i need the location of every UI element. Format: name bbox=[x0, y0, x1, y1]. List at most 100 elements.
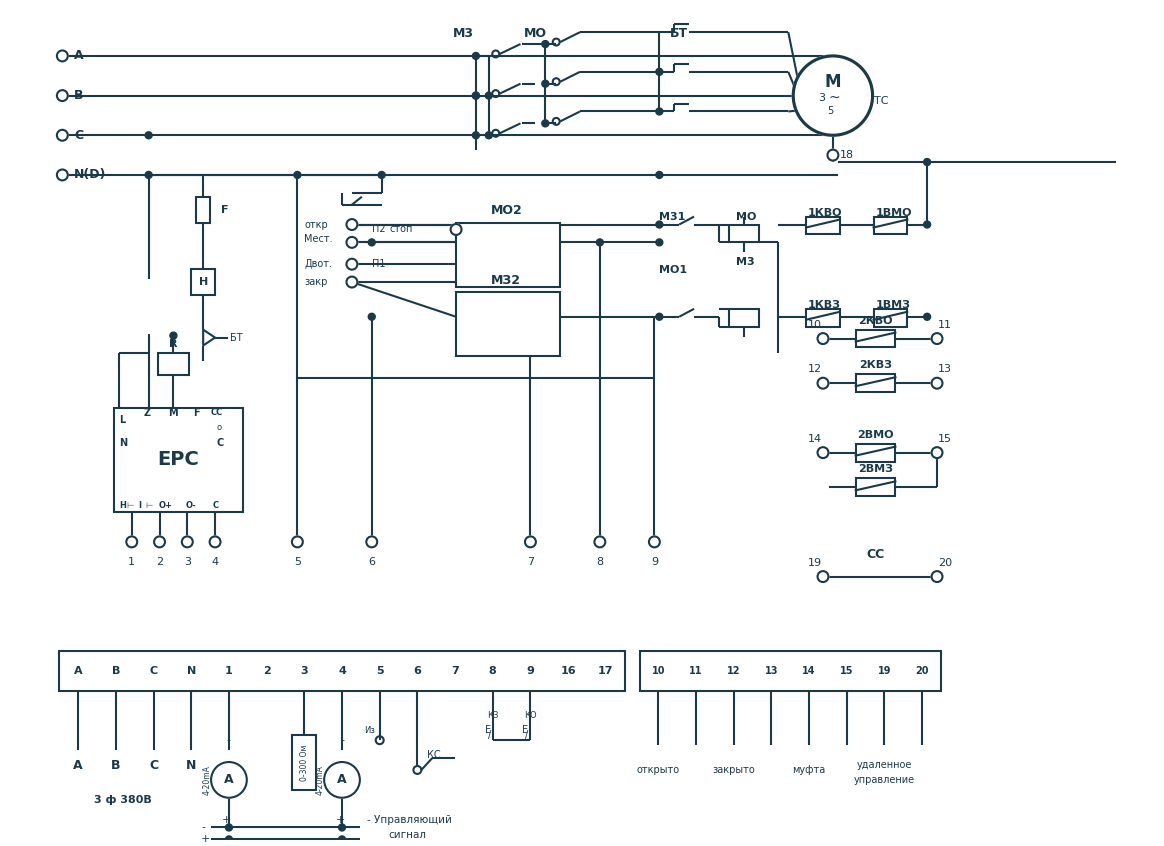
Text: 8: 8 bbox=[596, 557, 603, 567]
Circle shape bbox=[339, 836, 346, 843]
Text: H: H bbox=[119, 501, 126, 509]
Text: 19: 19 bbox=[808, 558, 822, 568]
Text: A: A bbox=[338, 773, 347, 787]
Text: - Управляющий: - Управляющий bbox=[367, 815, 452, 825]
Circle shape bbox=[347, 259, 357, 270]
Circle shape bbox=[655, 239, 662, 246]
Text: N: N bbox=[119, 437, 127, 448]
Text: 8: 8 bbox=[489, 666, 497, 676]
Circle shape bbox=[368, 313, 375, 321]
Text: Z: Z bbox=[143, 408, 151, 418]
Circle shape bbox=[650, 536, 660, 547]
Text: М3: М3 bbox=[453, 26, 474, 40]
Text: сигнал: сигнал bbox=[389, 831, 427, 840]
Text: CC: CC bbox=[211, 409, 223, 417]
Text: I: I bbox=[139, 501, 142, 509]
Text: 16: 16 bbox=[560, 666, 576, 676]
Text: удаленное: удаленное bbox=[857, 760, 913, 770]
Text: КС: КС bbox=[427, 750, 441, 760]
Text: стоп: стоп bbox=[390, 224, 413, 234]
Circle shape bbox=[146, 132, 152, 139]
Circle shape bbox=[347, 219, 357, 230]
Circle shape bbox=[57, 169, 68, 180]
Bar bbox=[157, 354, 190, 376]
Text: 7: 7 bbox=[452, 666, 459, 676]
Text: 2КВЗ: 2КВЗ bbox=[859, 360, 892, 371]
Text: М31: М31 bbox=[659, 212, 686, 222]
Text: O+: O+ bbox=[158, 501, 172, 509]
Text: +: + bbox=[335, 815, 345, 825]
Text: ЕРС: ЕРС bbox=[157, 450, 199, 469]
Circle shape bbox=[450, 224, 461, 235]
Text: 5: 5 bbox=[376, 666, 383, 676]
Circle shape bbox=[655, 172, 662, 179]
Text: 9: 9 bbox=[526, 666, 534, 676]
Text: B: B bbox=[111, 759, 121, 772]
Circle shape bbox=[924, 158, 930, 166]
Text: -: - bbox=[227, 735, 230, 745]
Circle shape bbox=[655, 313, 662, 321]
Text: откр: откр bbox=[304, 219, 328, 229]
Text: A: A bbox=[74, 49, 84, 63]
Bar bbox=[729, 309, 759, 327]
Circle shape bbox=[170, 332, 177, 339]
Text: 1ВМЗ: 1ВМЗ bbox=[875, 299, 910, 310]
Text: F: F bbox=[193, 408, 200, 418]
Bar bbox=[197, 197, 211, 222]
Circle shape bbox=[817, 448, 829, 458]
Circle shape bbox=[931, 571, 943, 582]
Circle shape bbox=[292, 536, 303, 547]
Text: B: B bbox=[112, 666, 120, 676]
Text: 1: 1 bbox=[225, 666, 233, 676]
Text: 9: 9 bbox=[651, 557, 658, 567]
Circle shape bbox=[655, 69, 662, 75]
Bar bbox=[873, 217, 907, 234]
Text: C: C bbox=[217, 437, 223, 448]
Text: 4-20mA: 4-20mA bbox=[315, 765, 325, 795]
Circle shape bbox=[541, 120, 548, 127]
Circle shape bbox=[347, 277, 357, 288]
Text: 20: 20 bbox=[915, 666, 929, 676]
Text: 3: 3 bbox=[300, 666, 308, 676]
Text: 1КВО: 1КВО bbox=[808, 207, 843, 217]
Text: 15: 15 bbox=[938, 434, 952, 444]
Circle shape bbox=[210, 536, 220, 547]
Text: Н: Н bbox=[199, 277, 208, 287]
Text: A: A bbox=[73, 666, 83, 676]
Text: N(D): N(D) bbox=[74, 168, 107, 181]
Text: Из: Из bbox=[364, 726, 375, 735]
Text: N: N bbox=[186, 759, 197, 772]
Text: /: / bbox=[525, 730, 528, 740]
Circle shape bbox=[347, 237, 357, 248]
Bar bbox=[856, 443, 895, 462]
Text: 17: 17 bbox=[598, 666, 613, 676]
Text: 14: 14 bbox=[802, 666, 816, 676]
Text: 2: 2 bbox=[263, 666, 270, 676]
Circle shape bbox=[596, 239, 603, 246]
Text: П1: П1 bbox=[371, 259, 385, 269]
Text: 10: 10 bbox=[808, 320, 822, 330]
Text: ⊢: ⊢ bbox=[146, 501, 152, 509]
Text: 18: 18 bbox=[840, 150, 854, 160]
Circle shape bbox=[57, 91, 68, 101]
Text: A: A bbox=[73, 759, 83, 772]
Circle shape bbox=[931, 378, 943, 388]
Text: 3 ф 380В: 3 ф 380В bbox=[94, 794, 151, 805]
Text: МЗ2: МЗ2 bbox=[491, 273, 520, 287]
Text: Мест.: Мест. bbox=[304, 234, 333, 244]
Text: 5: 5 bbox=[826, 107, 833, 117]
Text: +: + bbox=[201, 834, 211, 844]
Text: 1КВЗ: 1КВЗ bbox=[808, 299, 842, 310]
Text: открыто: открыто bbox=[637, 765, 680, 775]
Text: 4: 4 bbox=[338, 666, 346, 676]
Text: закр: закр bbox=[304, 277, 328, 287]
Text: 4: 4 bbox=[212, 557, 219, 567]
Text: 12: 12 bbox=[808, 365, 822, 374]
Circle shape bbox=[473, 92, 480, 99]
Text: 10: 10 bbox=[652, 666, 665, 676]
Circle shape bbox=[485, 132, 492, 139]
Text: O-: O- bbox=[185, 501, 196, 509]
Text: МО2: МО2 bbox=[491, 204, 523, 217]
Text: 2ВМЗ: 2ВМЗ bbox=[858, 464, 893, 475]
Text: B: B bbox=[74, 89, 84, 102]
